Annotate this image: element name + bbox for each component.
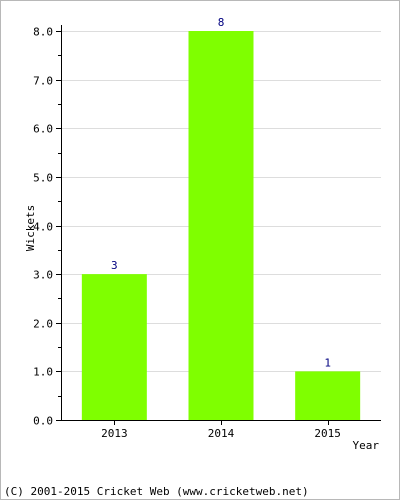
- data-label: 1: [324, 356, 331, 369]
- y-tick-label: 2.0: [33, 318, 53, 331]
- y-tick-label: 5.0: [33, 172, 53, 185]
- x-tick-label: 2015: [314, 427, 341, 440]
- bars: [81, 31, 361, 420]
- y-tick-label: 4.0: [33, 221, 53, 234]
- y-tick-label: 8.0: [33, 26, 53, 39]
- bar: [188, 31, 254, 420]
- y-tick-label: 1.0: [33, 366, 53, 379]
- y-tick-label: 3.0: [33, 269, 53, 282]
- x-axis-title: Year: [353, 439, 380, 452]
- y-tick-label: 6.0: [33, 123, 53, 136]
- y-tick-label: 7.0: [33, 75, 53, 88]
- y-axis-title: Wickets: [24, 205, 37, 251]
- axes: [56, 25, 381, 425]
- bar: [295, 371, 361, 420]
- bar: [81, 274, 147, 420]
- data-label: 8: [218, 16, 225, 29]
- x-tick-label: 2014: [208, 427, 235, 440]
- x-tick-label: 2013: [101, 427, 128, 440]
- labels: 0.0 1.0 2.0 3.0 4.0 5.0 6.0 7.0 8.0 3 2013 8 2014 1 20…: [33, 16, 341, 440]
- data-label: 3: [111, 259, 118, 272]
- copyright-footer: (C) 2001-2015 Cricket Web (www.cricketwe…: [4, 485, 309, 498]
- y-tick-label: 0.0: [33, 415, 53, 428]
